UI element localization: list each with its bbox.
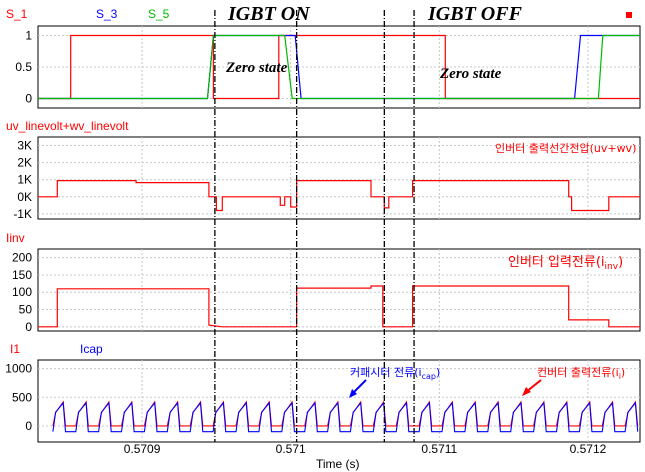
trace-iinv (38, 285, 640, 328)
trace-uv-linevolt-wv-linevolt (38, 180, 640, 212)
corner-marker (626, 12, 632, 18)
x-tick-label: 0.5711 (421, 442, 457, 456)
conv-annotation-close: ) (621, 366, 625, 379)
y-tick-label: 50 (19, 303, 33, 317)
conv-annotation-sub: i (619, 372, 621, 381)
panel-current-frame (37, 359, 641, 443)
zero-state-label-1: Zero state (225, 60, 288, 76)
y-tick-label: 0.5 (15, 60, 32, 74)
y-tick-label: 1000 (5, 362, 32, 376)
cap-current-annotation: 커패시터 전류(icap) (350, 366, 440, 381)
trace-icap (52, 401, 639, 433)
zero-state-label-2: Zero state (439, 66, 502, 82)
voltage-annotation: 인버터 출력선간전압(uv+wv) (495, 142, 636, 155)
dash-dot-markers (214, 10, 415, 442)
y-tick-label: 0 (25, 92, 32, 106)
y-tick-label: 2K (17, 156, 32, 170)
x-tick-label: 0.5712 (570, 442, 607, 456)
y-tick-label: 100 (12, 285, 32, 299)
igbt-on-label: IGBT ON (227, 3, 311, 25)
igbt-off-label: IGBT OFF (427, 3, 523, 25)
y-tick-label: 0K (17, 190, 32, 204)
y-tick-label: -1K (13, 207, 32, 221)
panel-voltage-frame (37, 136, 641, 220)
tick-labels: 10.503K2K1K0K-1K200150100500100050000.57… (5, 28, 606, 456)
waveform-traces (38, 34, 640, 433)
y-tick-label: 0 (25, 320, 32, 334)
y-tick-label: 1K (17, 173, 32, 187)
x-axis-title: Time (s) (316, 457, 360, 471)
iinv-annotation-main: 인버터 입력전류(i (508, 255, 605, 270)
cap-annotation-main: 커패시터 전류(i (350, 366, 422, 379)
voltage-panel-title: uv_linevolt+wv_linevolt (6, 119, 129, 133)
cap-arrowhead (349, 389, 357, 398)
legend-s5: S_5 (148, 7, 170, 21)
y-tick-label: 150 (12, 268, 32, 282)
y-tick-label: 200 (12, 251, 32, 265)
iinv-annotation: 인버터 입력전류(iinv) (508, 255, 623, 272)
y-tick-label: 0 (25, 419, 32, 433)
iinv-annotation-sub: inv (605, 262, 619, 272)
x-tick-label: 0.571 (276, 442, 306, 456)
conv-current-annotation: 컨버터 출력전류(ii) (537, 366, 625, 381)
legend-i1: I1 (10, 342, 20, 356)
conv-arrowhead (522, 387, 531, 396)
cap-annotation-close: ) (436, 366, 440, 379)
legend-s3: S_3 (96, 7, 118, 21)
y-tick-label: 3K (17, 139, 32, 153)
trace-s-1 (38, 34, 640, 100)
x-tick-label: 0.5709 (124, 442, 161, 456)
legend-s1: S_1 (6, 7, 28, 21)
iinv-panel-title: Iinv (6, 231, 25, 245)
y-tick-label: 500 (12, 390, 32, 404)
trace-s-5 (38, 34, 640, 100)
panel-iinv-frame (37, 248, 641, 332)
cap-annotation-sub: cap (422, 372, 436, 381)
y-tick-label: 1 (25, 28, 32, 42)
legend-icap: Icap (80, 342, 103, 356)
conv-annotation-main: 컨버터 출력전류(i (537, 366, 619, 379)
iinv-annotation-close: ) (618, 255, 623, 270)
